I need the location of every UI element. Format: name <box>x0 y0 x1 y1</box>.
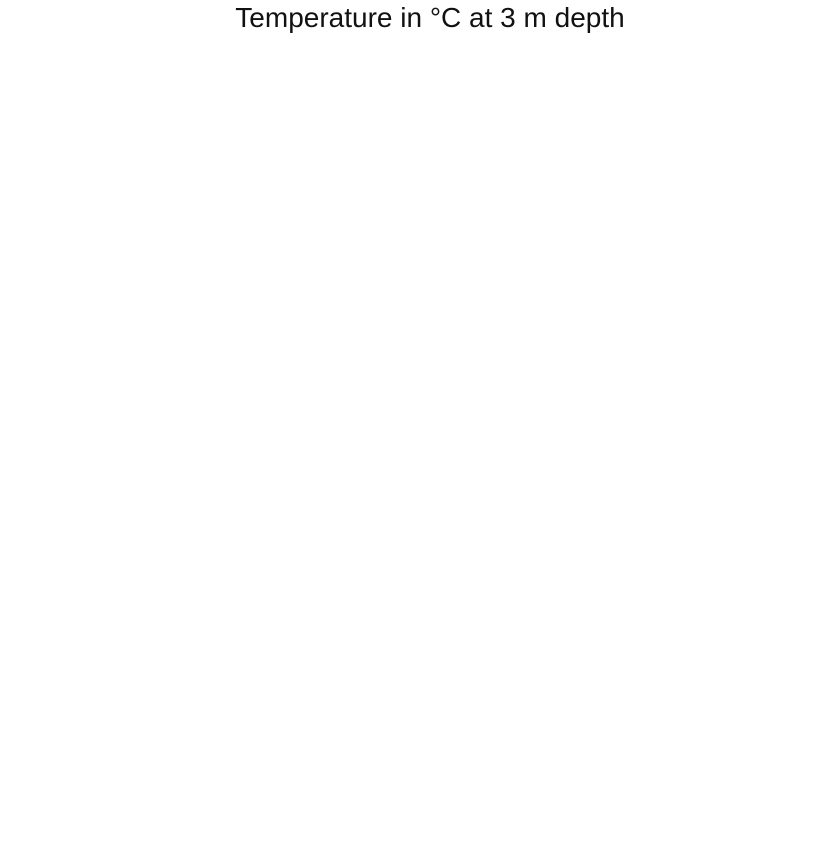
figure-title: Temperature in °C at 3 m depth <box>235 2 624 33</box>
